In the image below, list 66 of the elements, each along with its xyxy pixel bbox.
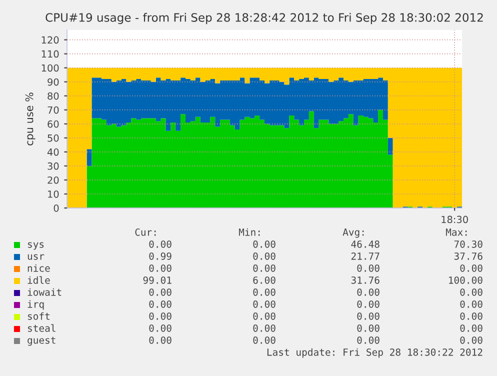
- text: 0.00: [149, 240, 172, 248]
- text: 0.00: [149, 312, 172, 320]
- y-tick-label: 60: [48, 120, 59, 128]
- text: 0.00: [357, 300, 380, 308]
- text: 0.00: [253, 252, 276, 260]
- y-tick-label: 30: [48, 162, 59, 170]
- text: 0.00: [253, 288, 276, 296]
- legend-label: sys: [28, 242, 44, 250]
- x-tick-label: 18:30: [442, 216, 468, 224]
- y-tick-label: 50: [48, 134, 59, 142]
- y-tick-label: 80: [48, 92, 59, 100]
- y-tick-label: 10: [48, 190, 59, 198]
- text: 0.00: [253, 324, 276, 332]
- text: 0.00: [460, 264, 482, 272]
- text: 46.48: [351, 240, 380, 248]
- legend-label: usr: [28, 254, 44, 260]
- legend-label: iowait: [28, 288, 62, 296]
- text: Cur:: [135, 228, 156, 236]
- text: 0.00: [253, 240, 276, 248]
- legend-label: idle: [28, 276, 50, 284]
- text: 0.00: [149, 264, 172, 272]
- text: 100.00: [449, 276, 482, 284]
- text: 0.00: [357, 324, 380, 332]
- text: 0.00: [357, 288, 380, 296]
- legend-label: nice: [28, 264, 50, 272]
- text: 6.00: [253, 276, 276, 284]
- text: 0.00: [149, 288, 172, 296]
- text: 0.00: [357, 264, 380, 272]
- y-tick-label: 100: [42, 64, 59, 72]
- legend-label: guest: [28, 336, 56, 346]
- text: 0.00: [357, 336, 380, 344]
- text: 0.00: [460, 336, 482, 344]
- text: 37.76: [454, 252, 482, 260]
- text: 0.00: [253, 336, 276, 344]
- text: 99.01: [143, 276, 172, 284]
- text: 21.77: [351, 252, 380, 260]
- text: 0.00: [149, 300, 172, 308]
- chart-title: CPU#19 usage - from Fri Sep 28 18:28:42 2012 to Fri Sep 28 18:30:02 2012: [46, 12, 483, 24]
- y-tick-label: 20: [48, 176, 59, 184]
- y-axis-title: cpu use %: [25, 92, 36, 146]
- text: 0.00: [149, 336, 172, 344]
- y-tick-label: 90: [48, 78, 59, 86]
- text: 0.00: [253, 300, 276, 308]
- text: 0.00: [460, 312, 482, 320]
- y-tick-label: 120: [42, 36, 59, 44]
- text: 70.30: [454, 240, 482, 248]
- text: Min:: [238, 228, 260, 236]
- legend-label: soft: [28, 312, 50, 320]
- text: Avg:: [342, 228, 364, 238]
- text: Max:: [446, 228, 467, 236]
- legend-label: irq: [28, 300, 44, 310]
- y-tick-label: 70: [48, 106, 59, 114]
- legend-label: steal: [28, 324, 56, 332]
- text: 31.76: [351, 276, 380, 284]
- text: Last update: Fri Sep 28 18:30:22 2012: [267, 348, 482, 358]
- text: 0.00: [253, 264, 276, 272]
- text: 0.00: [460, 300, 482, 308]
- y-tick-label: 40: [47, 148, 59, 156]
- y-tick-label: 110: [42, 50, 59, 58]
- text: 0.99: [149, 252, 172, 260]
- text: 0.00: [149, 324, 172, 332]
- text: 0.00: [460, 324, 482, 332]
- y-tick-label: 0: [54, 204, 59, 212]
- text: 0.00: [460, 288, 482, 296]
- text: 0.00: [253, 312, 276, 320]
- text: 0.00: [357, 312, 380, 320]
